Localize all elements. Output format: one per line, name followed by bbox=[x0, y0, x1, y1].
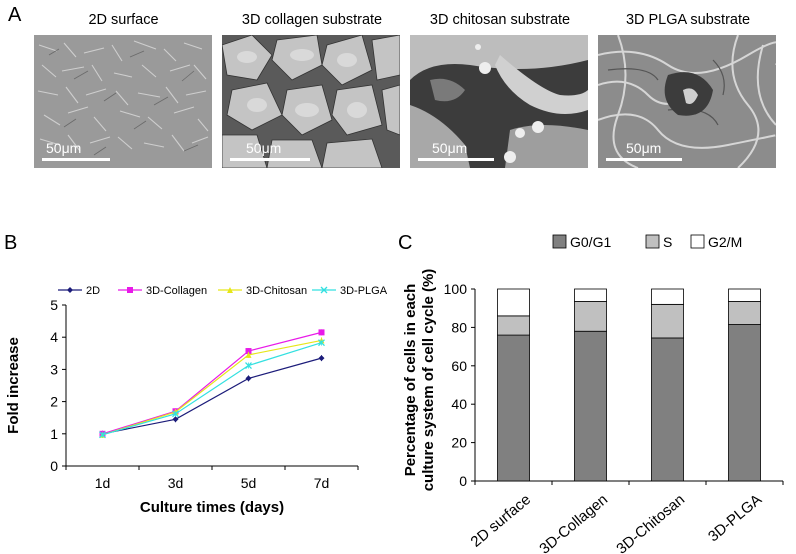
bar-3d-plga-s bbox=[728, 301, 761, 325]
series-line-2d bbox=[102, 357, 322, 435]
series-line-3d-collagen bbox=[102, 331, 322, 435]
data-point-2d bbox=[318, 355, 325, 362]
x-tick-label-3d-plga: 3D-PLGA bbox=[705, 491, 765, 545]
scale-bar-chitosan bbox=[418, 158, 494, 161]
micrograph-2d-surface bbox=[34, 35, 212, 168]
panel-a-letter: A bbox=[8, 4, 22, 26]
bar-2d-surface-g0-g1 bbox=[497, 334, 530, 482]
data-point-3d-plga bbox=[99, 431, 106, 439]
legend-label-g2-m: G2/M bbox=[708, 234, 742, 250]
x-tick-label-2d-surface: 2D surface bbox=[468, 491, 535, 551]
x-tick-label-3d-chitosan: 3D-Chitosan bbox=[613, 491, 688, 554]
panel-b-letter: B bbox=[4, 232, 18, 254]
y-tick-label-5: 5 bbox=[50, 297, 58, 313]
micrograph-collagen bbox=[222, 35, 400, 168]
legend-marker-3d-plga bbox=[320, 286, 328, 294]
scale-label-2d: 50μm bbox=[46, 140, 82, 156]
y-tick-label-0: 0 bbox=[50, 458, 58, 474]
x-tick-label-1d: 1d bbox=[95, 475, 111, 491]
y-tick-label-20: 20 bbox=[451, 435, 467, 451]
image-title-2d: 2D surface bbox=[88, 12, 159, 28]
y-tick-label-0: 0 bbox=[459, 473, 467, 489]
scale-label-collagen: 50μm bbox=[246, 140, 282, 156]
legend-label-3d-plga: 3D-PLGA bbox=[340, 285, 388, 297]
legend: G0/G1 S G2/M bbox=[552, 234, 742, 250]
y-tick-label-1: 1 bbox=[50, 426, 58, 442]
x-tick-label-3d: 3d bbox=[168, 475, 184, 491]
bar-3d-collagen-g2-m bbox=[574, 288, 607, 302]
data-point-3d-plga bbox=[172, 410, 179, 418]
legend-swatch-s bbox=[645, 234, 660, 249]
y-tick-label-4: 4 bbox=[50, 329, 58, 345]
panel-c-letter: C bbox=[398, 232, 413, 254]
bar-3d-chitosan-g2-m bbox=[651, 288, 684, 305]
series-line-3d-plga bbox=[102, 342, 322, 436]
legend-marker-3d-collagen bbox=[127, 287, 133, 293]
data-point-2d bbox=[245, 375, 252, 382]
scale-label-chitosan: 50μm bbox=[432, 140, 468, 156]
x-tick-label-7d: 7d bbox=[314, 475, 330, 491]
y-tick-label-100: 100 bbox=[444, 281, 468, 297]
image-title-collagen: 3D collagen substrate bbox=[241, 12, 383, 28]
bar-3d-plga-g2-m bbox=[728, 288, 761, 302]
scale-bar-2d bbox=[42, 158, 110, 161]
data-point-3d-plga bbox=[318, 339, 325, 347]
y-axis-title: Fold increase bbox=[5, 337, 22, 434]
data-point-3d-collagen bbox=[318, 329, 325, 336]
bar-3d-collagen-s bbox=[574, 301, 607, 332]
bar-2d-surface-g2-m bbox=[497, 288, 530, 317]
legend-swatch-g0-g1 bbox=[552, 234, 567, 249]
legend-marker-2d bbox=[67, 287, 73, 293]
legend-swatch-g2-m bbox=[690, 234, 705, 249]
y-axis-title-line-1: Percentage of cells in each bbox=[402, 284, 419, 477]
bar-3d-chitosan-s bbox=[651, 303, 684, 339]
cell-cycle-bar-chart: 0 20 40 60 80 100 2D surface 3D-Collagen 3D-Chit… bbox=[402, 234, 784, 554]
legend: 2D 3D-Collagen 3D-Chitosan 3D-PLGA bbox=[58, 285, 388, 297]
growth-line-chart: 0 1 2 3 4 5 1d 3d 5d 7d Culture times (days) Fold i… bbox=[5, 285, 388, 516]
micrograph-chitosan bbox=[410, 35, 588, 168]
bar-3d-chitosan-g0-g1 bbox=[651, 337, 684, 482]
y-tick-label-3: 3 bbox=[50, 361, 58, 377]
x-tick-label-5d: 5d bbox=[241, 475, 257, 491]
legend-label-s: S bbox=[663, 234, 672, 250]
data-point-2d bbox=[172, 416, 179, 423]
y-tick-label-2: 2 bbox=[50, 394, 58, 410]
x-axis-title: Culture times (days) bbox=[140, 499, 284, 516]
legend-marker-3d-chitosan bbox=[227, 287, 233, 293]
bar-3d-collagen-g0-g1 bbox=[574, 330, 607, 482]
y-tick-label-80: 80 bbox=[451, 319, 467, 335]
series-line-3d-chitosan bbox=[102, 339, 322, 436]
data-point-3d-plga bbox=[245, 362, 252, 369]
image-title-chitosan: 3D chitosan substrate bbox=[429, 12, 571, 28]
micrograph-plga bbox=[598, 35, 776, 168]
bar-2d-surface-s bbox=[497, 315, 530, 336]
bar-3d-plga-g0-g1 bbox=[728, 324, 761, 482]
image-title-plga: 3D PLGA substrate bbox=[625, 12, 751, 28]
scale-bar-collagen bbox=[230, 158, 310, 161]
y-tick-label-40: 40 bbox=[451, 396, 467, 412]
data-point-3d-chitosan bbox=[245, 351, 252, 358]
legend-label-g0-g1: G0/G1 bbox=[570, 234, 611, 250]
y-axis-title-line-2: culture system of cell cycle (%) bbox=[420, 269, 437, 492]
data-point-3d-collagen bbox=[245, 348, 252, 355]
legend-label-3d-chitosan: 3D-Chitosan bbox=[246, 285, 307, 297]
scale-bar-plga bbox=[606, 158, 682, 161]
x-tick-label-3d-collagen: 3D-Collagen bbox=[536, 491, 611, 554]
legend-label-2d: 2D bbox=[86, 285, 100, 297]
y-tick-label-60: 60 bbox=[451, 358, 467, 374]
legend-label-3d-collagen: 3D-Collagen bbox=[146, 285, 207, 297]
scale-label-plga: 50μm bbox=[626, 140, 662, 156]
